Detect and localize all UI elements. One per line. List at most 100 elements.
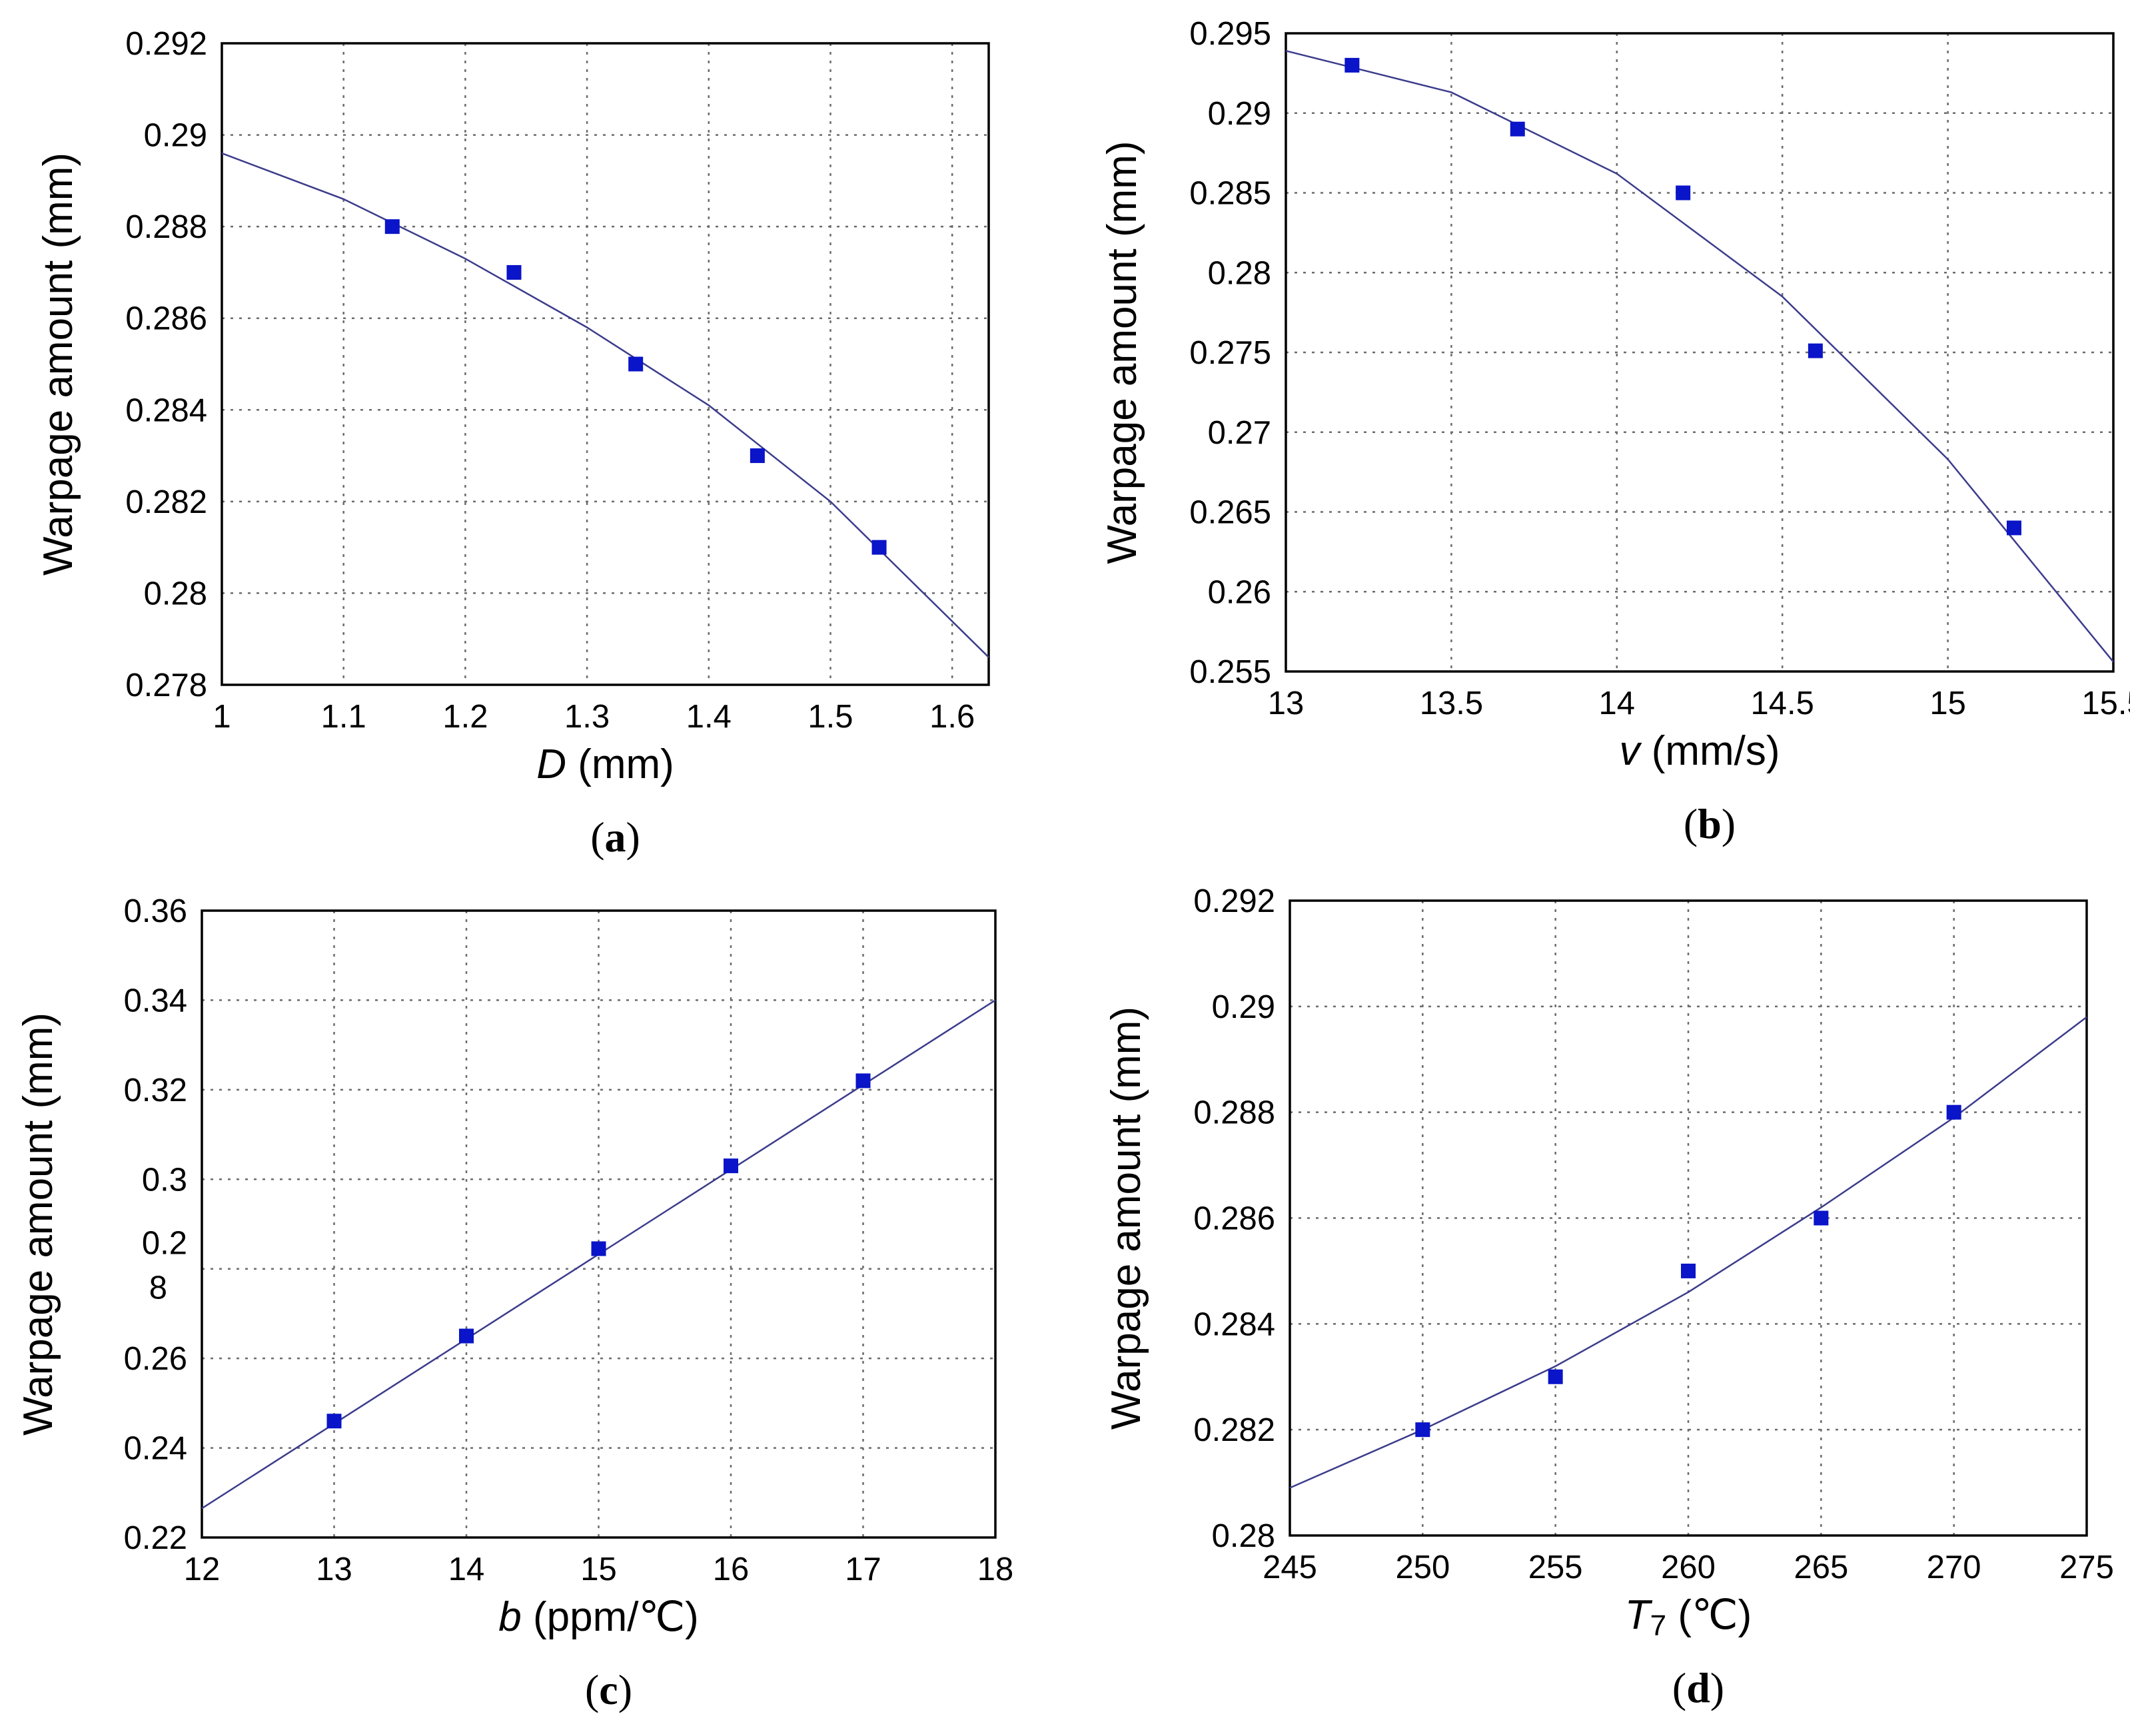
panel-tag: (b) — [1684, 800, 1736, 847]
y-tick-label: 0.22 — [124, 1520, 187, 1556]
y-axis-label: Warpage amount (mm) — [15, 1013, 61, 1436]
x-axis-label-unit: (ppm/℃) — [522, 1594, 699, 1640]
y-tick-label: 0.278 — [125, 667, 207, 703]
x-tick-label: 15 — [1929, 685, 1966, 721]
x-axis-label-unit: (mm/s) — [1640, 728, 1780, 774]
x-axis-label: v (mm/s) — [1619, 728, 1780, 774]
x-axis-label-symbol: b — [498, 1594, 521, 1640]
y-tick-label: 0.292 — [125, 26, 207, 62]
y-tick-labels: 0.28 0.282 0.284 0.286 0.288 0.29 0.292 — [1193, 883, 1275, 1554]
x-tick-label: 1.1 — [321, 699, 366, 735]
y-tick-label: 0.288 — [1193, 1095, 1275, 1131]
y-tick-label: 0.282 — [125, 484, 207, 520]
x-tick-label: 260 — [1661, 1549, 1716, 1585]
x-tick-label: 14 — [1599, 685, 1636, 721]
panel-a: 1 1.1 1.2 1.3 1.4 1.5 1.6 0.2780.280.2820.2840… — [35, 26, 990, 861]
x-tick-label: 255 — [1528, 1549, 1583, 1585]
x-tick-label: 14.5 — [1751, 685, 1814, 721]
y-tick-label: 0.3 — [142, 1162, 187, 1198]
data-point — [1814, 1210, 1829, 1226]
data-point — [1510, 121, 1525, 137]
y-tick-label: 0.26 — [1208, 574, 1271, 610]
x-tick-label: 1.5 — [807, 699, 853, 735]
x-axis-label-unit: (℃) — [1666, 1592, 1752, 1638]
x-tick-label: 15.5 — [2081, 685, 2130, 721]
x-tick-label: 13.5 — [1420, 685, 1483, 721]
data-point — [591, 1241, 606, 1256]
y-axis-label: Warpage amount (mm) — [1099, 141, 1145, 564]
y-tick-labels: 0.278 0.28 0.282 0.284 0.286 0.288 0.29 0.292 — [125, 26, 207, 703]
x-tick-label: 1 — [213, 699, 231, 735]
data-point — [1415, 1422, 1430, 1438]
y-tick-label: 0.34 — [124, 983, 187, 1019]
y-tick-label: 0.282 — [1193, 1412, 1275, 1448]
x-tick-label: 17 — [845, 1551, 881, 1587]
y-tick-label: 0.285 — [1189, 176, 1271, 212]
data-point — [506, 264, 522, 280]
y-tick-label: 0.288 — [125, 209, 207, 245]
gridlines — [202, 911, 995, 1537]
x-tick-labels: 12 13 14 15 16 17 18 — [184, 1551, 1014, 1587]
y-tick-label: 0.24 — [124, 1431, 187, 1467]
x-axis-label-symbol: T — [1625, 1592, 1653, 1638]
y-tick-label: 0.295 — [1189, 16, 1271, 52]
data-point — [871, 540, 887, 555]
x-tick-label: 15 — [580, 1551, 617, 1587]
x-axis-label: D (mm) — [536, 741, 674, 787]
y-tick-label: 0.32 — [124, 1073, 187, 1108]
y-tick-label: 0.29 — [1212, 989, 1275, 1025]
x-tick-label: 13 — [1268, 685, 1305, 721]
y-tick-label: 0.29 — [1208, 96, 1271, 132]
x-tick-label: 275 — [2059, 1549, 2114, 1585]
y-tick-label: 0.286 — [1193, 1201, 1275, 1237]
x-tick-label: 250 — [1395, 1549, 1450, 1585]
data-point — [459, 1328, 474, 1344]
x-tick-label: 12 — [184, 1551, 221, 1587]
data-point — [628, 356, 644, 372]
panel-c: 12 13 14 15 16 17 18 0.220.240.260.30.320.340.… — [15, 893, 1013, 1713]
y-tick-label-split-bottom: 8 — [149, 1270, 167, 1306]
y-tick-label: 0.265 — [1189, 495, 1271, 531]
y-tick-label: 0.286 — [125, 301, 207, 337]
x-tick-label: 18 — [977, 1551, 1014, 1587]
y-tick-label: 0.27 — [1208, 415, 1271, 451]
x-tick-label: 1.6 — [929, 699, 975, 735]
y-tick-label: 0.275 — [1189, 335, 1271, 371]
data-point — [1548, 1369, 1563, 1384]
gridlines — [1290, 901, 2087, 1535]
y-tick-label: 0.29 — [144, 118, 207, 154]
x-axis-label: b (ppm/℃) — [498, 1594, 698, 1640]
x-axis-label-subscript: 7 — [1650, 1609, 1666, 1642]
fit-curve — [1285, 50, 2114, 663]
data-point — [384, 219, 400, 234]
y-tick-label: 0.292 — [1193, 883, 1275, 919]
panel-tag: (a) — [590, 813, 640, 861]
data-markers — [1415, 1104, 1961, 1438]
y-tick-label: 0.284 — [1193, 1306, 1275, 1342]
x-tick-label: 14 — [448, 1551, 485, 1587]
y-tick-labels: 0.22 0.24 0.26 0.3 0.32 0.34 0.36 — [124, 893, 187, 1556]
data-markers — [384, 219, 887, 555]
y-tick-label: 0.28 — [144, 576, 207, 612]
x-tick-labels: 245 250 255 260 265 270 275 — [1263, 1549, 2114, 1585]
data-markers — [326, 1073, 871, 1429]
data-point — [2006, 520, 2021, 536]
y-tick-label: 0.255 — [1189, 654, 1271, 690]
panel-d: 245 250 255 260 265 270 275 0.280.2820.2840.28… — [1103, 883, 2114, 1711]
y-tick-labels: 0.255 0.26 0.265 0.27 0.275 0.28 0.285 0.29 0.29… — [1189, 16, 1271, 690]
x-tick-labels: 1 1.1 1.2 1.3 1.4 1.5 1.6 — [213, 699, 975, 735]
data-point — [1946, 1104, 1961, 1120]
data-point — [326, 1414, 342, 1429]
gridlines — [222, 43, 989, 685]
y-tick-label: 0.36 — [124, 893, 187, 929]
data-point — [750, 448, 765, 464]
x-tick-labels: 13 13.5 14 14.5 15 15.5 — [1268, 685, 2130, 721]
plot-frame — [1285, 32, 2115, 673]
data-point — [1676, 185, 1691, 201]
x-axis-label: T7 (℃) — [1625, 1592, 1752, 1642]
panel-tag: (c) — [585, 1666, 632, 1713]
y-tick-label: 0.28 — [1208, 255, 1271, 291]
fit-curve — [221, 152, 989, 658]
x-tick-label: 245 — [1263, 1549, 1317, 1585]
